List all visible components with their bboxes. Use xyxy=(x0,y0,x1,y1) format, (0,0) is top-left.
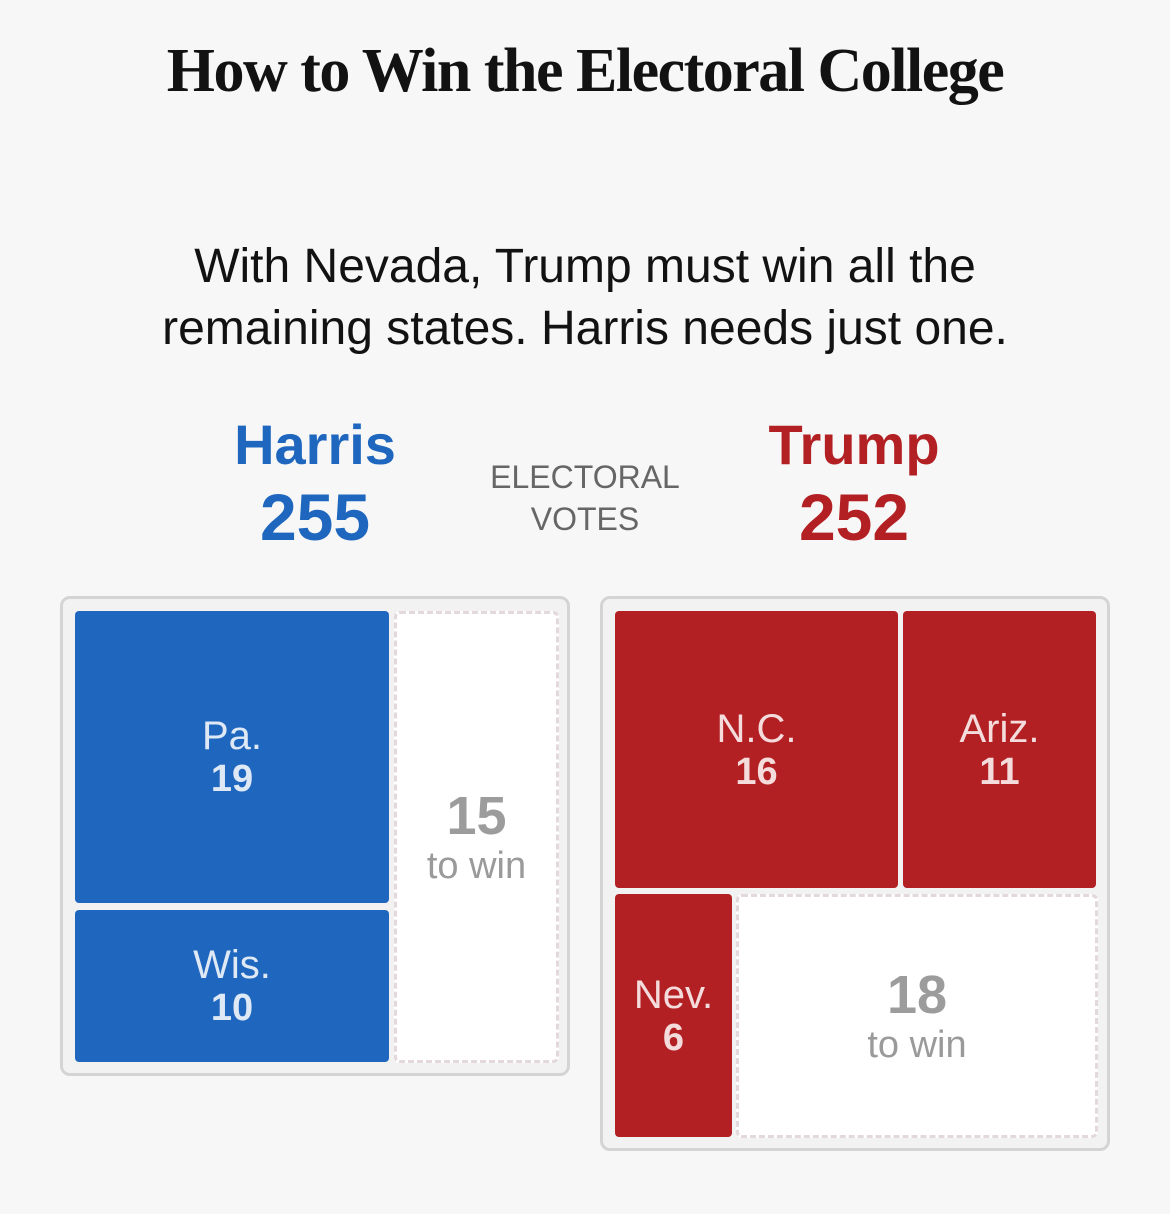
trump-tile-nev: Nev. 6 xyxy=(615,894,732,1137)
to-win-label: to win xyxy=(867,1024,967,1066)
trump-tile-nc: N.C. 16 xyxy=(615,611,898,888)
to-win-number: 15 xyxy=(446,786,507,846)
electoral-votes-label: ELECTORAL VOTES xyxy=(465,456,705,540)
trump-to-win-tile: 18 to win xyxy=(736,894,1098,1138)
harris-name: Harris xyxy=(234,413,396,476)
tile-electoral-votes: 16 xyxy=(735,750,778,793)
tile-state-label: N.C. xyxy=(716,706,797,751)
harris-header: Harris 255 xyxy=(145,410,485,554)
electoral-label-line-2: VOTES xyxy=(530,501,640,537)
chart-title: How to Win the Electoral College xyxy=(166,37,1005,105)
harris-total-votes: 255 xyxy=(259,480,371,554)
to-win-label: to win xyxy=(426,845,527,887)
tile-state-label: Wis. xyxy=(193,943,271,987)
tile-electoral-votes: 11 xyxy=(979,750,1020,793)
tile-electoral-votes: 19 xyxy=(210,758,254,800)
tile-state-label: Pa. xyxy=(201,714,263,758)
subtitle-line-2: remaining states. Harris needs just one. xyxy=(162,302,1008,355)
chart-subtitle: With Nevada, Trump must win all the rema… xyxy=(85,236,1085,360)
trump-treemap-panel: N.C. 16 Ariz. 11 Nev. 6 18 to win xyxy=(600,596,1110,1151)
tile-electoral-votes: 6 xyxy=(662,1016,685,1059)
harris-tile-wis: Wis. 10 xyxy=(75,910,389,1062)
trump-total-votes: 252 xyxy=(798,480,910,554)
tile-electoral-votes: 10 xyxy=(210,987,254,1029)
harris-to-win-tile: 15 to win xyxy=(394,611,559,1063)
harris-treemap-panel: Pa. 19 Wis. 10 15 to win xyxy=(60,596,570,1076)
trump-name: Trump xyxy=(768,413,940,476)
trump-header: Trump 252 xyxy=(684,410,1024,554)
tile-state-label: Ariz. xyxy=(959,706,1040,751)
harris-tile-pa: Pa. 19 xyxy=(75,611,389,903)
trump-tile-ariz: Ariz. 11 xyxy=(903,611,1096,888)
subtitle-line-1: With Nevada, Trump must win all the xyxy=(194,240,976,293)
electoral-label-line-1: ELECTORAL xyxy=(490,459,680,495)
tile-state-label: Nev. xyxy=(633,972,714,1017)
to-win-number: 18 xyxy=(886,965,948,1025)
